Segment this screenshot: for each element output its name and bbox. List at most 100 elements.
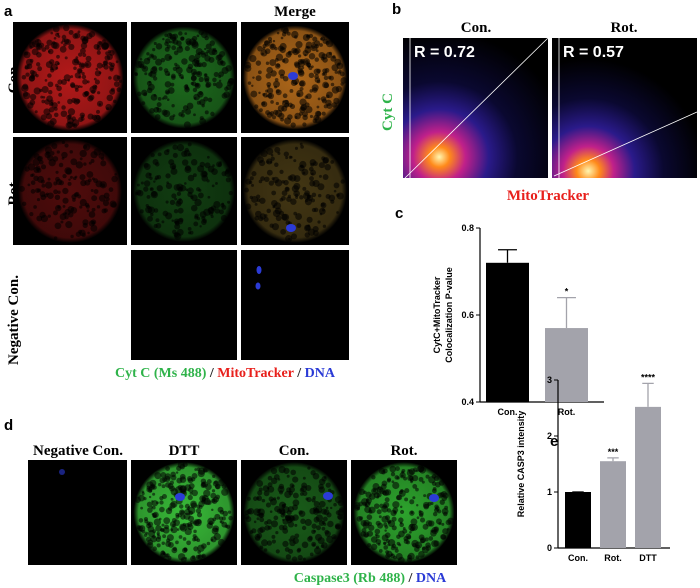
vesicle xyxy=(282,93,288,99)
vesicle xyxy=(253,496,258,501)
vesicle xyxy=(108,187,114,192)
vesicle xyxy=(166,148,170,153)
vesicle xyxy=(70,234,74,239)
vesicle xyxy=(24,51,29,56)
vesicle xyxy=(330,199,335,204)
vesicle xyxy=(140,181,144,185)
vesicle xyxy=(298,80,306,87)
vesicle xyxy=(173,208,179,214)
vesicle xyxy=(96,62,103,69)
vesicle xyxy=(47,214,51,218)
vesicle xyxy=(421,546,426,551)
vesicle xyxy=(49,118,57,125)
vesicle xyxy=(187,515,195,522)
vesicle xyxy=(374,528,381,535)
vesicle xyxy=(428,520,435,527)
vesicle xyxy=(411,475,419,482)
vesicle xyxy=(153,180,156,183)
vesicle xyxy=(68,178,71,181)
fit-line xyxy=(553,111,698,177)
vesicle xyxy=(201,499,206,504)
vesicle xyxy=(295,41,303,49)
vesicle xyxy=(100,160,107,167)
vesicle xyxy=(295,193,299,197)
vesicle xyxy=(268,496,274,502)
vesicle xyxy=(356,506,360,511)
vesicle xyxy=(300,518,306,525)
vesicle xyxy=(88,31,96,38)
vesicle xyxy=(282,518,285,522)
nucleus xyxy=(256,266,262,274)
vesicle xyxy=(256,532,263,539)
vesicle xyxy=(301,541,309,549)
vesicle xyxy=(147,215,153,222)
vesicle xyxy=(274,46,278,51)
vesicle xyxy=(141,492,145,496)
vesicle xyxy=(193,546,199,552)
vesicle xyxy=(160,472,167,478)
vesicle xyxy=(190,555,196,562)
vesicle xyxy=(48,106,55,113)
vesicle xyxy=(198,76,204,83)
vesicle xyxy=(292,476,299,483)
significance: * xyxy=(565,287,569,297)
vesicle xyxy=(281,213,288,221)
vesicle xyxy=(264,214,268,218)
vesicle xyxy=(359,516,364,521)
vesicle xyxy=(184,32,188,36)
nucleus xyxy=(59,469,65,475)
vesicle xyxy=(302,476,306,480)
vesicle xyxy=(270,477,278,485)
vesicle xyxy=(228,190,234,196)
vesicle xyxy=(75,56,79,59)
vesicle xyxy=(290,122,296,128)
vesicle xyxy=(318,478,326,486)
vesicle xyxy=(322,68,328,74)
vesicle xyxy=(289,483,294,488)
vesicle xyxy=(290,469,297,476)
vesicle xyxy=(271,534,276,539)
vesicle xyxy=(335,85,342,93)
vesicle xyxy=(178,31,183,36)
vesicle xyxy=(266,519,272,525)
vesicle xyxy=(279,169,284,174)
vesicle xyxy=(90,89,96,95)
bar xyxy=(565,492,591,548)
vesicle xyxy=(335,524,339,528)
vesicle xyxy=(138,494,145,502)
vesicle xyxy=(262,47,266,50)
vesicle xyxy=(393,510,397,515)
category-label: Con. xyxy=(568,553,588,563)
vesicle xyxy=(311,529,316,534)
vesicle xyxy=(218,71,225,77)
vesicle xyxy=(325,506,329,510)
vesicle xyxy=(149,484,155,491)
vesicle xyxy=(41,183,46,188)
legend-item: / xyxy=(296,366,302,381)
vesicle xyxy=(75,98,81,104)
vesicle xyxy=(378,515,382,519)
vesicle xyxy=(62,174,67,179)
vesicle xyxy=(140,529,143,532)
vesicle xyxy=(302,186,307,191)
vesicle xyxy=(325,482,331,488)
vesicle xyxy=(444,505,449,510)
vesicle xyxy=(179,504,184,509)
vesicle xyxy=(178,535,183,539)
vesicle xyxy=(169,502,176,509)
vesicle xyxy=(158,482,162,487)
vesicle xyxy=(209,211,214,216)
y-tick-label: 0.6 xyxy=(461,310,474,320)
vesicle xyxy=(299,106,306,113)
vesicle xyxy=(184,46,190,52)
vesicle xyxy=(267,37,273,42)
vesicle xyxy=(383,541,387,545)
vesicle xyxy=(199,225,202,228)
vesicle xyxy=(150,187,153,191)
vesicle xyxy=(30,180,36,186)
vesicle xyxy=(146,536,152,542)
vesicle xyxy=(333,182,340,189)
vesicle xyxy=(333,536,336,539)
vesicle xyxy=(273,515,279,521)
vesicle xyxy=(419,517,426,523)
